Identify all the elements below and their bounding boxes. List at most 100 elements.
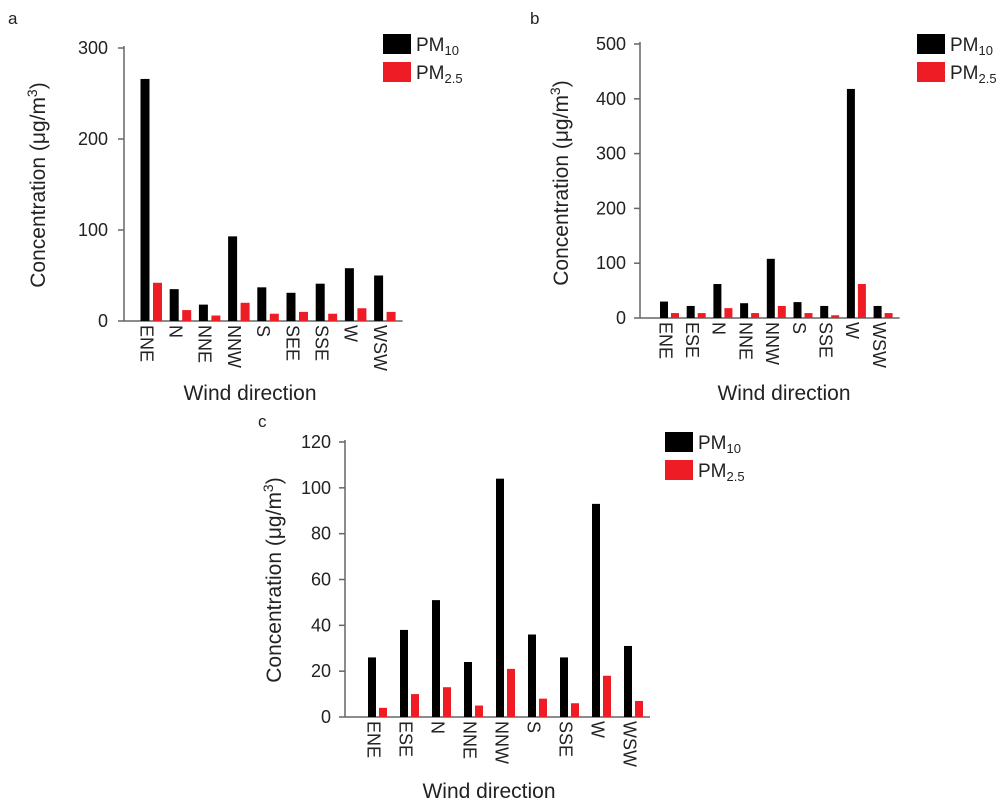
bar-pm25-n bbox=[182, 310, 192, 321]
bar-pm10-nnw bbox=[228, 236, 238, 321]
bar-pm25-n bbox=[443, 687, 451, 717]
bar-pm25-nne bbox=[751, 313, 760, 318]
y-tick-label: 100 bbox=[301, 478, 331, 498]
y-tick-label: 60 bbox=[311, 570, 331, 590]
y-tick-label: 500 bbox=[596, 34, 626, 54]
bar-pm10-see bbox=[286, 292, 296, 321]
y-tick-label: 80 bbox=[311, 524, 331, 544]
x-tick-label: S bbox=[523, 721, 543, 733]
x-tick-label: ENE bbox=[136, 325, 156, 362]
legend: PM10 PM2.5 bbox=[383, 34, 463, 86]
y-axis-title: Concentration (μg/m3) bbox=[547, 80, 573, 285]
x-tick-label: S bbox=[789, 322, 809, 334]
bar-pm10-ese bbox=[686, 305, 695, 318]
bar-pm10-w bbox=[846, 88, 855, 318]
x-tick-label: NNW bbox=[491, 721, 511, 764]
x-axis-title: Wind direction bbox=[183, 382, 316, 405]
panel-letter: a bbox=[8, 9, 18, 28]
panel-letter: c bbox=[258, 412, 267, 431]
bar-pm25-ese bbox=[697, 313, 706, 318]
bar-pm25-nnw bbox=[507, 668, 515, 717]
x-tick-label: N bbox=[427, 721, 447, 734]
y-tick-label: 200 bbox=[78, 129, 108, 149]
panel-letter: b bbox=[530, 9, 539, 28]
bar-pm10-sse bbox=[560, 657, 568, 717]
legend: PM10 PM2.5 bbox=[665, 432, 745, 484]
legend-swatch-pm10 bbox=[383, 34, 411, 54]
x-tick-label: S bbox=[253, 325, 273, 337]
bar-pm25-s bbox=[539, 698, 547, 717]
bar-pm25-nne bbox=[211, 315, 221, 321]
legend-label-pm10: PM10 bbox=[698, 433, 741, 456]
x-tick-label: ENE bbox=[363, 721, 383, 758]
y-axis-title: Concentration (μg/m3) bbox=[260, 477, 286, 682]
bar-pm25-ese bbox=[411, 694, 419, 717]
panel-c: c 0 20 40 60 80 100 120 ENE ESE N NNE NNW S SSE W WSW Win… bbox=[258, 412, 745, 803]
x-tick-label: NNE bbox=[195, 325, 215, 363]
bar-pm25-w bbox=[357, 308, 367, 321]
x-tick-label: N bbox=[165, 325, 185, 338]
legend-swatch-pm25 bbox=[665, 460, 693, 480]
bar-pm25-sse bbox=[328, 313, 338, 321]
bar-pm25-wsw bbox=[386, 311, 396, 321]
y-tick-label: 20 bbox=[311, 661, 331, 681]
bar-pm25-s bbox=[804, 313, 813, 318]
y-tick-label: 40 bbox=[311, 615, 331, 635]
bar-pm10-ese bbox=[400, 629, 408, 717]
bar-pm25-nne bbox=[475, 705, 483, 717]
bar-pm10-nne bbox=[464, 662, 472, 717]
bar-pm10-ene bbox=[368, 657, 376, 717]
y-tick-label: 400 bbox=[596, 89, 626, 109]
legend-swatch-pm10 bbox=[665, 432, 693, 452]
x-tick-label: WSW bbox=[370, 325, 390, 371]
bar-pm25-sse bbox=[571, 703, 579, 717]
x-axis-title: Wind direction bbox=[422, 780, 555, 803]
panel-a: a 0 100 200 300 ENE N NNE NNW S SEE SSE W WSW Wind dir… bbox=[8, 9, 463, 405]
legend: PM10 PM2.5 bbox=[917, 34, 997, 86]
y-tick-label: 300 bbox=[596, 144, 626, 164]
x-tick-label: ESE bbox=[395, 721, 415, 757]
bar-pm25-w bbox=[857, 284, 866, 318]
x-tick-label: W bbox=[842, 322, 862, 339]
x-tick-label: W bbox=[587, 721, 607, 738]
bar-pm10-n bbox=[432, 600, 440, 717]
legend-label-pm10: PM10 bbox=[950, 35, 993, 58]
bar-pm10-ene bbox=[660, 301, 668, 318]
x-tick-label: SEE bbox=[282, 325, 302, 361]
bar-pm10-w bbox=[592, 503, 600, 717]
bar-pm10-s bbox=[257, 287, 267, 321]
bar-pm25-nnw bbox=[240, 302, 250, 321]
bar-pm25-ene bbox=[671, 313, 679, 318]
x-tick-label: SSE bbox=[555, 721, 575, 757]
legend-swatch-pm25 bbox=[383, 62, 411, 82]
bar-pm10-nne bbox=[740, 303, 749, 318]
bar-pm25-nnw bbox=[777, 305, 786, 318]
x-tick-label: NNE bbox=[735, 322, 755, 360]
x-tick-label: ENE bbox=[655, 322, 675, 359]
bar-pm10-nnw bbox=[766, 258, 775, 318]
y-tick-label: 0 bbox=[321, 707, 331, 727]
y-axis-title: Concentration (μg/m3) bbox=[24, 82, 50, 287]
bar-pm25-s bbox=[269, 313, 279, 321]
x-tick-label: SSE bbox=[815, 322, 835, 358]
bar-pm25-see bbox=[299, 311, 308, 321]
x-tick-label: NNW bbox=[224, 325, 244, 368]
bar-pm10-wsw bbox=[873, 305, 882, 318]
bar-pm10-wsw bbox=[624, 645, 632, 717]
legend-label-pm10: PM10 bbox=[416, 35, 459, 58]
x-tick-label: WSW bbox=[869, 322, 889, 368]
legend-swatch-pm10 bbox=[917, 34, 945, 54]
y-tick-label: 100 bbox=[596, 253, 626, 273]
y-tick-label: 300 bbox=[78, 38, 108, 58]
y-tick-label: 0 bbox=[98, 311, 108, 331]
bar-pm10-s bbox=[528, 634, 536, 717]
bar-pm25-wsw bbox=[884, 313, 893, 318]
bar-pm10-s bbox=[793, 302, 802, 318]
x-tick-label: NNE bbox=[459, 721, 479, 759]
legend-label-pm25: PM2.5 bbox=[416, 63, 463, 86]
bar-pm10-wsw bbox=[374, 275, 384, 321]
y-tick-label: 200 bbox=[596, 198, 626, 218]
bar-pm10-n bbox=[169, 289, 179, 321]
legend-swatch-pm25 bbox=[917, 62, 945, 82]
